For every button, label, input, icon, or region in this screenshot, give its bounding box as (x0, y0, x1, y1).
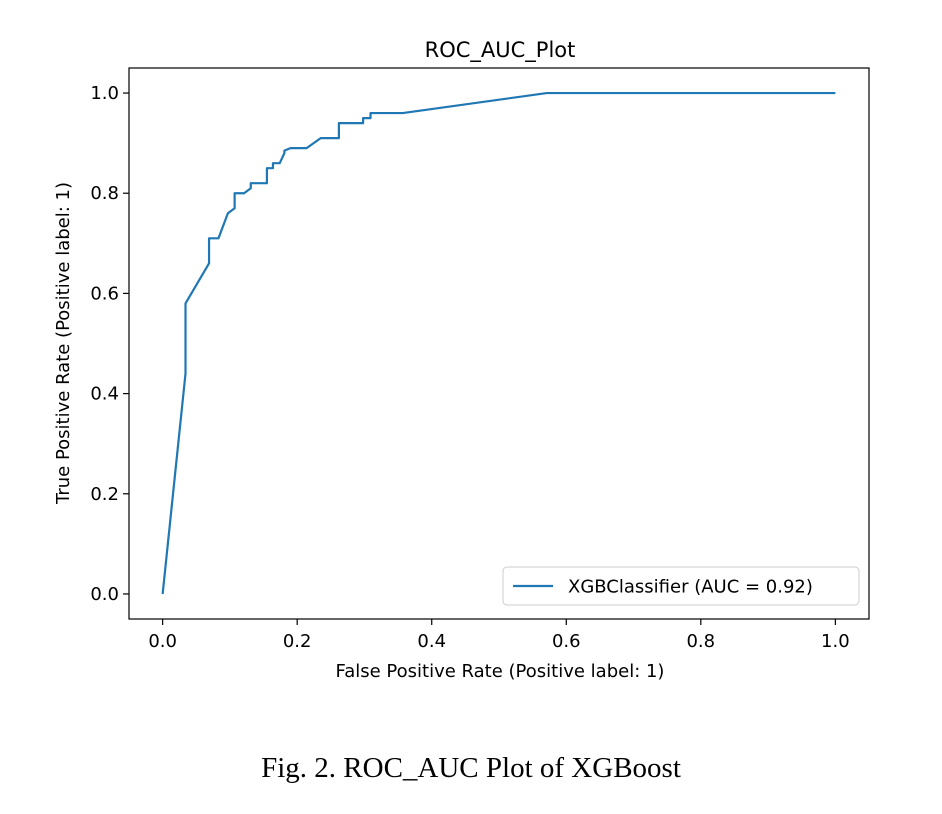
y-tick-label: 1.0 (90, 83, 119, 104)
x-tick-label: 0.2 (283, 631, 312, 652)
legend: XGBClassifier (AUC = 0.92) (502, 566, 860, 606)
x-ticks: 0.0 0.2 0.4 0.6 0.8 1.0 (148, 619, 850, 652)
x-tick-label: 0.6 (552, 631, 581, 652)
y-tick-label: 0.2 (90, 484, 119, 505)
x-tick-label: 0.4 (417, 631, 446, 652)
x-tick-label: 1.0 (821, 631, 850, 652)
x-tick-label: 0.0 (148, 631, 177, 652)
roc-curve-line (161, 91, 836, 595)
y-tick-label: 0.6 (90, 283, 119, 304)
y-tick-label: 0.8 (90, 183, 119, 204)
series-layer (161, 91, 836, 595)
x-axis-label: False Positive Rate (Positive label: 1) (336, 661, 665, 682)
x-tick-label: 0.8 (686, 631, 715, 652)
chart-title: ROC_AUC_Plot (425, 38, 576, 63)
y-axis-label: True Positive Rate (Positive label: 1) (53, 182, 74, 505)
figure-caption: Fig. 2. ROC_AUC Plot of XGBoost (261, 752, 681, 784)
legend-entry: XGBClassifier (AUC = 0.92) (568, 577, 813, 598)
y-tick-label: 0.4 (90, 384, 119, 405)
y-tick-label: 0.0 (90, 584, 119, 605)
y-axis-label-group: True Positive Rate (Positive label: 1) (53, 182, 74, 505)
plot-frame (128, 67, 870, 620)
y-ticks: 0.0 0.2 0.4 0.6 0.8 1.0 (90, 83, 129, 605)
legend-box (502, 566, 860, 606)
